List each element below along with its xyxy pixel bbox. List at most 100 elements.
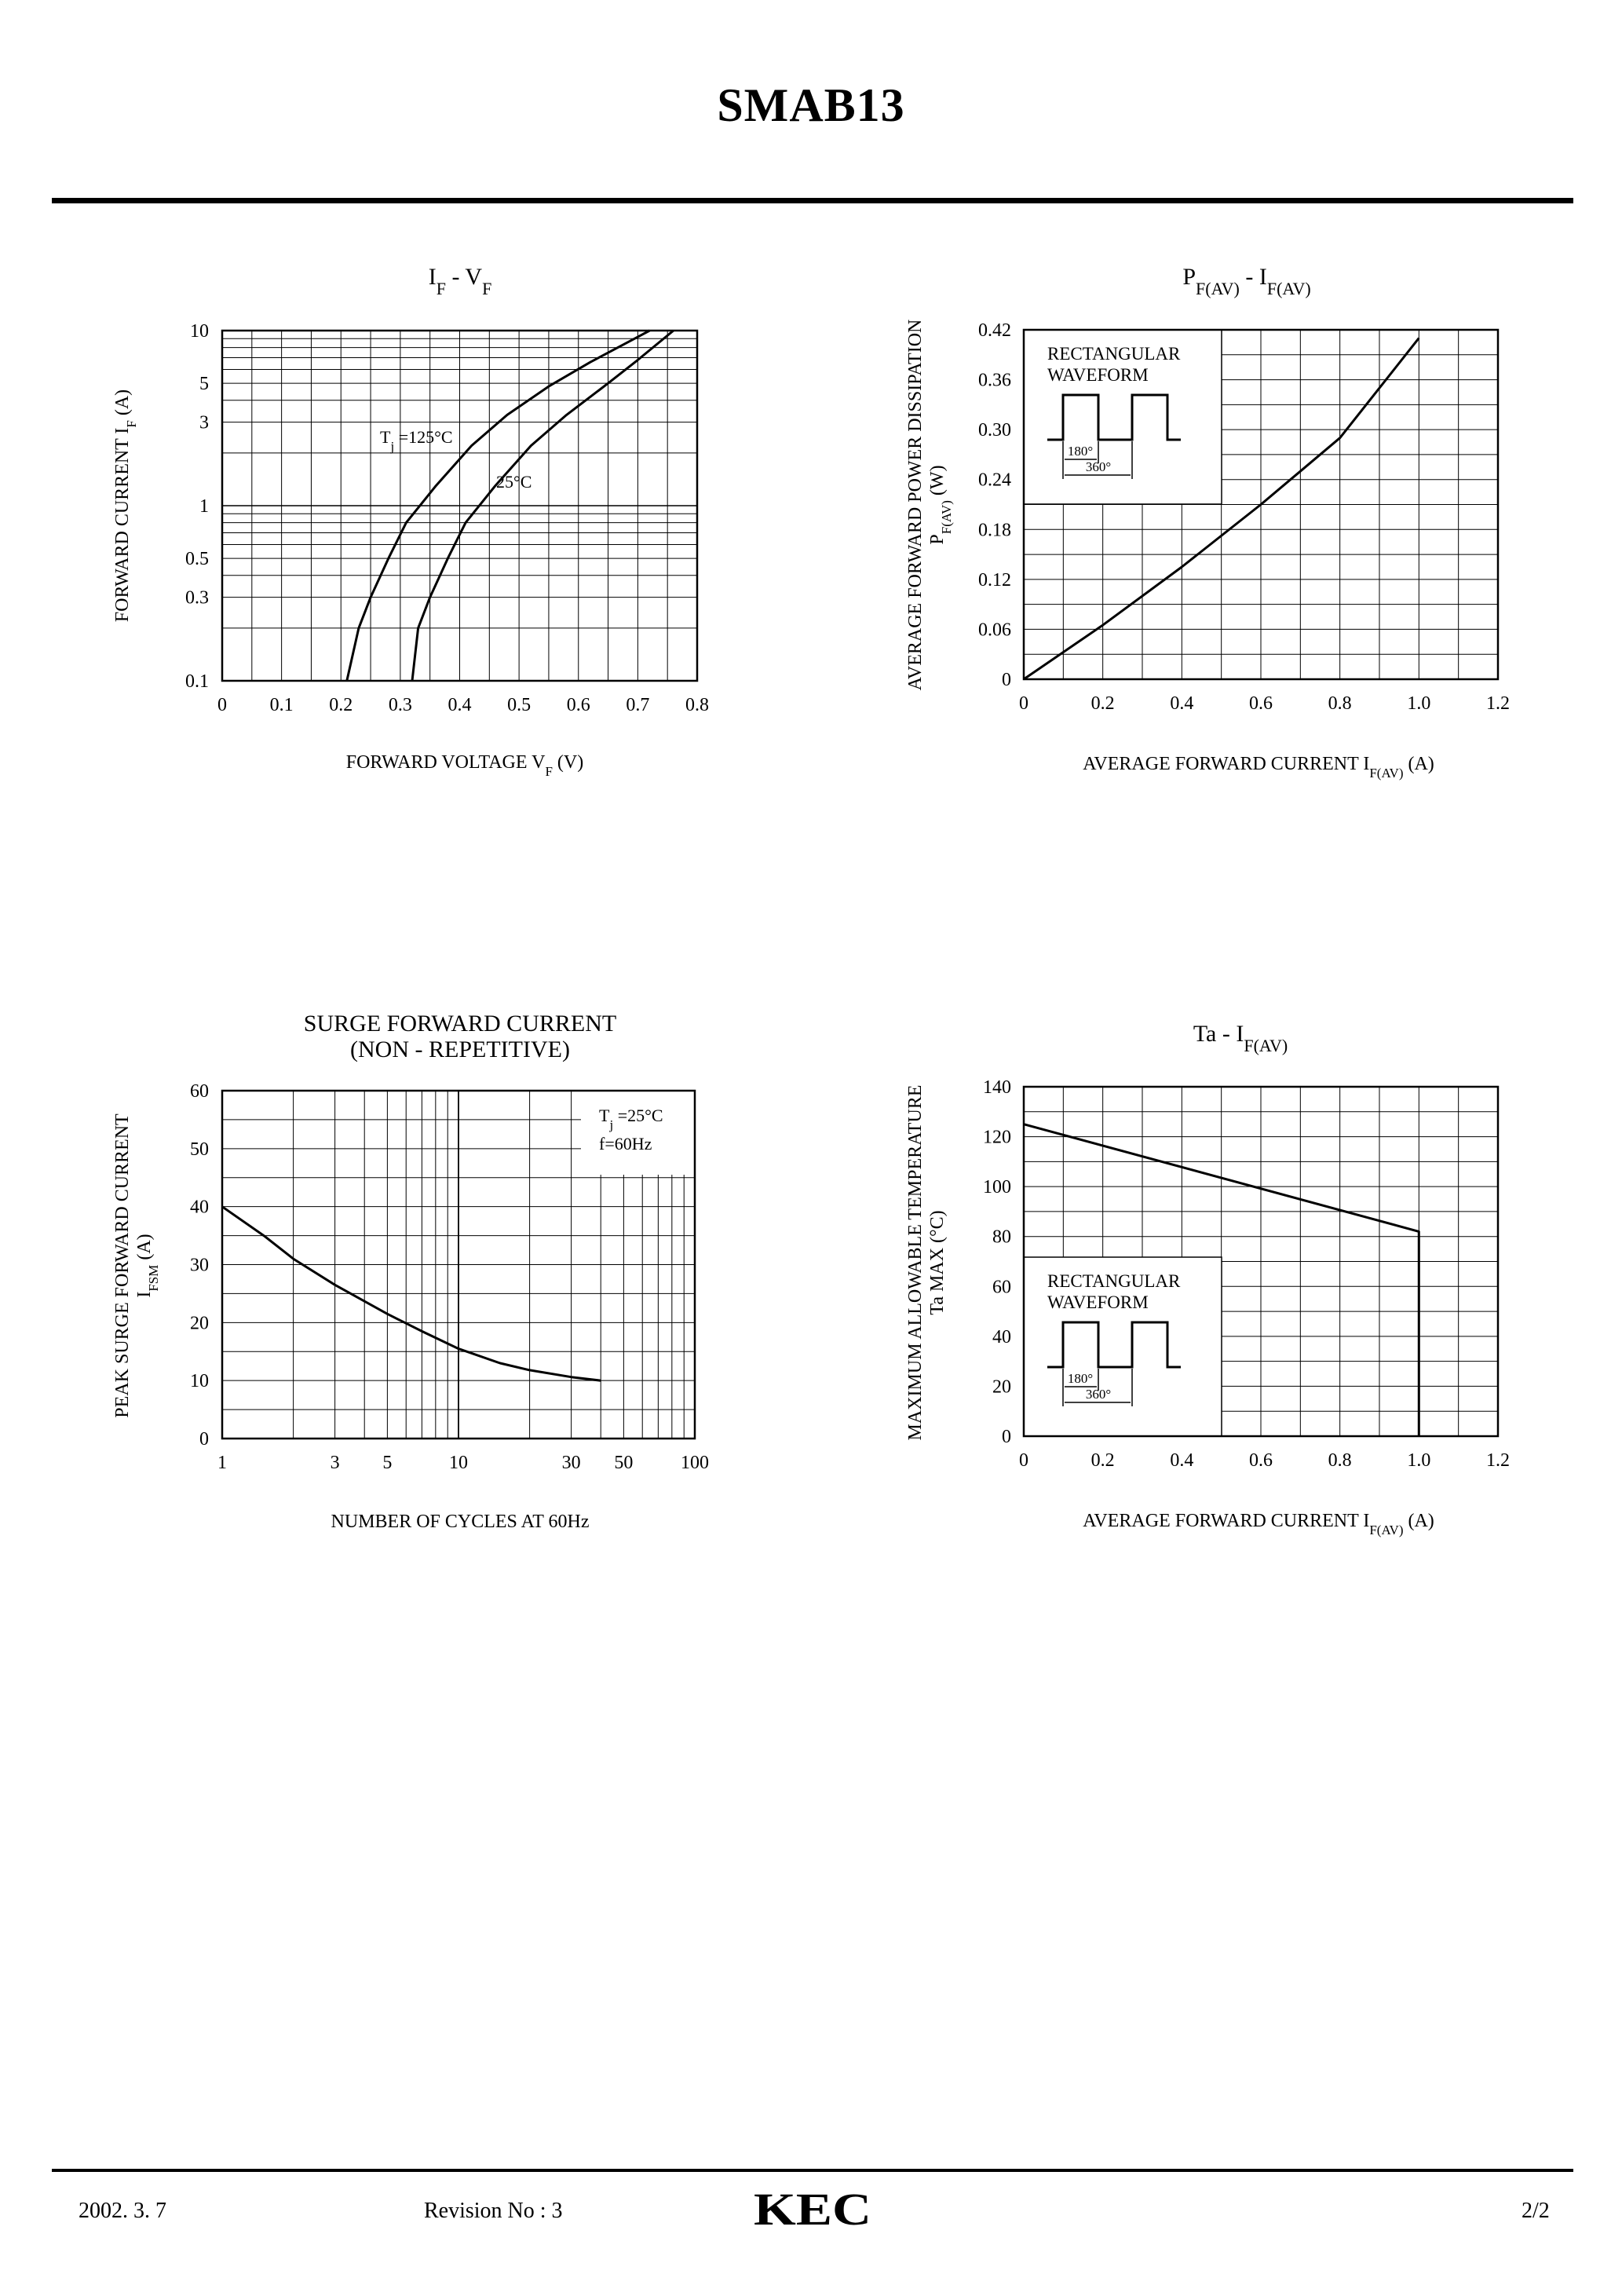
x-tick-label: 0.2: [1091, 1450, 1115, 1471]
y-tick-label: 0.36: [978, 371, 1011, 391]
y-axis-label-line1: AVERAGE FORWARD POWER DISSIPATION: [905, 320, 926, 691]
y-tick-label: 3: [199, 413, 209, 433]
y-tick-label: 0: [1002, 1427, 1011, 1447]
pf-inset-line2: WAVEFORM: [1047, 365, 1149, 385]
x-tick-label: 0.8: [685, 695, 709, 715]
x-tick-label: 0.1: [270, 695, 294, 715]
series-line-0: [221, 1205, 601, 1382]
chart-title-line2: (NON - REPETITIVE): [350, 1036, 570, 1062]
kec-logo: KEC: [754, 2187, 871, 2230]
x-tick-label: 0.4: [448, 695, 472, 715]
x-axis-label: FORWARD VOLTAGE VF (V): [346, 752, 583, 779]
x-tick-label: 0.6: [567, 695, 590, 715]
y-tick-label: 0.42: [978, 320, 1011, 341]
y-tick-label: 0.24: [978, 470, 1011, 491]
plot-frame: [221, 329, 699, 682]
x-tick-label: 0.2: [329, 695, 353, 715]
x-tick-label: 0.8: [1328, 693, 1352, 714]
y-axis-label-line1: MAXIMUM ALLOWABLE TEMPERATURE: [905, 1085, 926, 1441]
chart-title: PF(AV) - IF(AV): [1182, 264, 1310, 298]
y-tick-label: 20: [190, 1313, 209, 1333]
series-line-0: [345, 329, 651, 682]
y-tick-label: 40: [190, 1197, 209, 1218]
x-tick-label: 5: [382, 1453, 392, 1473]
x-tick-label: 1.0: [1407, 693, 1430, 714]
series-line-0: [1023, 337, 1420, 681]
x-axis-label: AVERAGE FORWARD CURRENT IF(AV) (A): [1083, 754, 1434, 781]
x-tick-label: 0.4: [1170, 693, 1193, 714]
x-tick-label: 0.4: [1170, 1450, 1193, 1471]
y-tick-label: 0: [1002, 670, 1011, 690]
x-tick-label: 10: [449, 1453, 468, 1473]
y-tick-label: 0.06: [978, 620, 1011, 640]
y-tick-label: 50: [190, 1139, 209, 1160]
y-tick-label: 20: [992, 1377, 1011, 1397]
chart-title-line1: SURGE FORWARD CURRENT: [304, 1011, 616, 1036]
chart-if-vf: 0 0.1 0.2 0.3 0.4 0.5 0.6 0.7 0.80.10.30.513510T…: [112, 264, 709, 779]
footer-revision: Revision No : 3: [424, 2199, 563, 2223]
header-rule: [52, 198, 1573, 203]
x-tick-label: 30: [562, 1453, 581, 1473]
x-axis-label: AVERAGE FORWARD CURRENT IF(AV) (A): [1083, 1511, 1434, 1537]
series-label-25c: 25°C: [496, 472, 532, 492]
y-tick-label: 5: [199, 374, 209, 394]
series-line-1: [411, 329, 674, 682]
y-tick-label: 0.5: [185, 549, 209, 569]
y-tick-label: 0.12: [978, 570, 1011, 590]
y-tick-label: 60: [992, 1277, 1011, 1297]
y-tick-label: 0.3: [185, 588, 209, 609]
x-tick-label: 3: [331, 1453, 340, 1473]
y-tick-label: 40: [992, 1327, 1011, 1347]
document-title: SMAB13: [717, 79, 905, 131]
y-axis-label: FORWARD CURRENT IF (A): [112, 389, 139, 622]
ta-inset-line1: RECTANGULAR: [1047, 1271, 1181, 1291]
x-tick-label: 1.2: [1486, 1450, 1510, 1471]
ta-angle-360: 360°: [1086, 1387, 1111, 1402]
x-tick-label: 1.0: [1407, 1450, 1430, 1471]
y-tick-label: 10: [190, 321, 209, 342]
x-tick-label: 0.5: [507, 695, 531, 715]
pf-inset-line1: RECTANGULAR: [1047, 344, 1181, 364]
chart-title: Ta - IF(AV): [1193, 1021, 1288, 1055]
x-tick-label: 0.2: [1091, 693, 1115, 714]
y-axis-label-line2: Ta MAX (°C): [927, 1210, 948, 1314]
chart-title: IF - VF: [429, 264, 492, 298]
x-tick-label: 100: [681, 1453, 709, 1473]
ta-inset-line2: WAVEFORM: [1047, 1292, 1149, 1312]
x-tick-label: 0: [217, 695, 227, 715]
ta-angle-180: 180°: [1068, 1371, 1093, 1386]
x-tick-label: 0.7: [626, 695, 649, 715]
footer-date: 2002. 3. 7: [79, 2199, 166, 2223]
y-tick-label: 60: [190, 1081, 209, 1102]
plot-frame: [221, 1089, 696, 1440]
y-tick-label: 120: [983, 1128, 1011, 1148]
x-tick-label: 1: [217, 1453, 227, 1473]
footer-rule: [52, 2169, 1573, 2172]
y-tick-label: 0.30: [978, 420, 1011, 441]
pf-angle-180: 180°: [1068, 444, 1093, 459]
x-tick-label: 0.6: [1249, 1450, 1273, 1471]
annotation-freq: f=60Hz: [599, 1134, 652, 1153]
x-tick-label: 0: [1019, 1450, 1028, 1471]
y-axis-label-line2: PF(AV) (W): [927, 465, 954, 544]
x-tick-label: 50: [614, 1453, 633, 1473]
y-tick-label: 0.18: [978, 520, 1011, 540]
y-axis-label-line1: PEAK SURGE FORWARD CURRENT: [112, 1113, 133, 1418]
plot-frame: [1022, 328, 1500, 681]
series-line-0: [1023, 1123, 1420, 1436]
svg-text:KEC: KEC: [754, 2187, 871, 2230]
x-tick-label: 0.3: [389, 695, 412, 715]
y-tick-label: 30: [190, 1256, 209, 1276]
x-axis-label: NUMBER OF CYCLES AT 60Hz: [331, 1512, 590, 1532]
footer-page: 2/2: [1522, 2199, 1550, 2223]
x-tick-label: 1.2: [1486, 693, 1510, 714]
y-axis-label-line2: IFSM (A): [134, 1234, 161, 1297]
y-tick-label: 140: [983, 1077, 1011, 1098]
pf-angle-360: 360°: [1086, 459, 1111, 474]
x-tick-label: 0: [1019, 693, 1028, 714]
pf-waveform: [1047, 393, 1181, 441]
y-tick-label: 10: [190, 1371, 209, 1391]
